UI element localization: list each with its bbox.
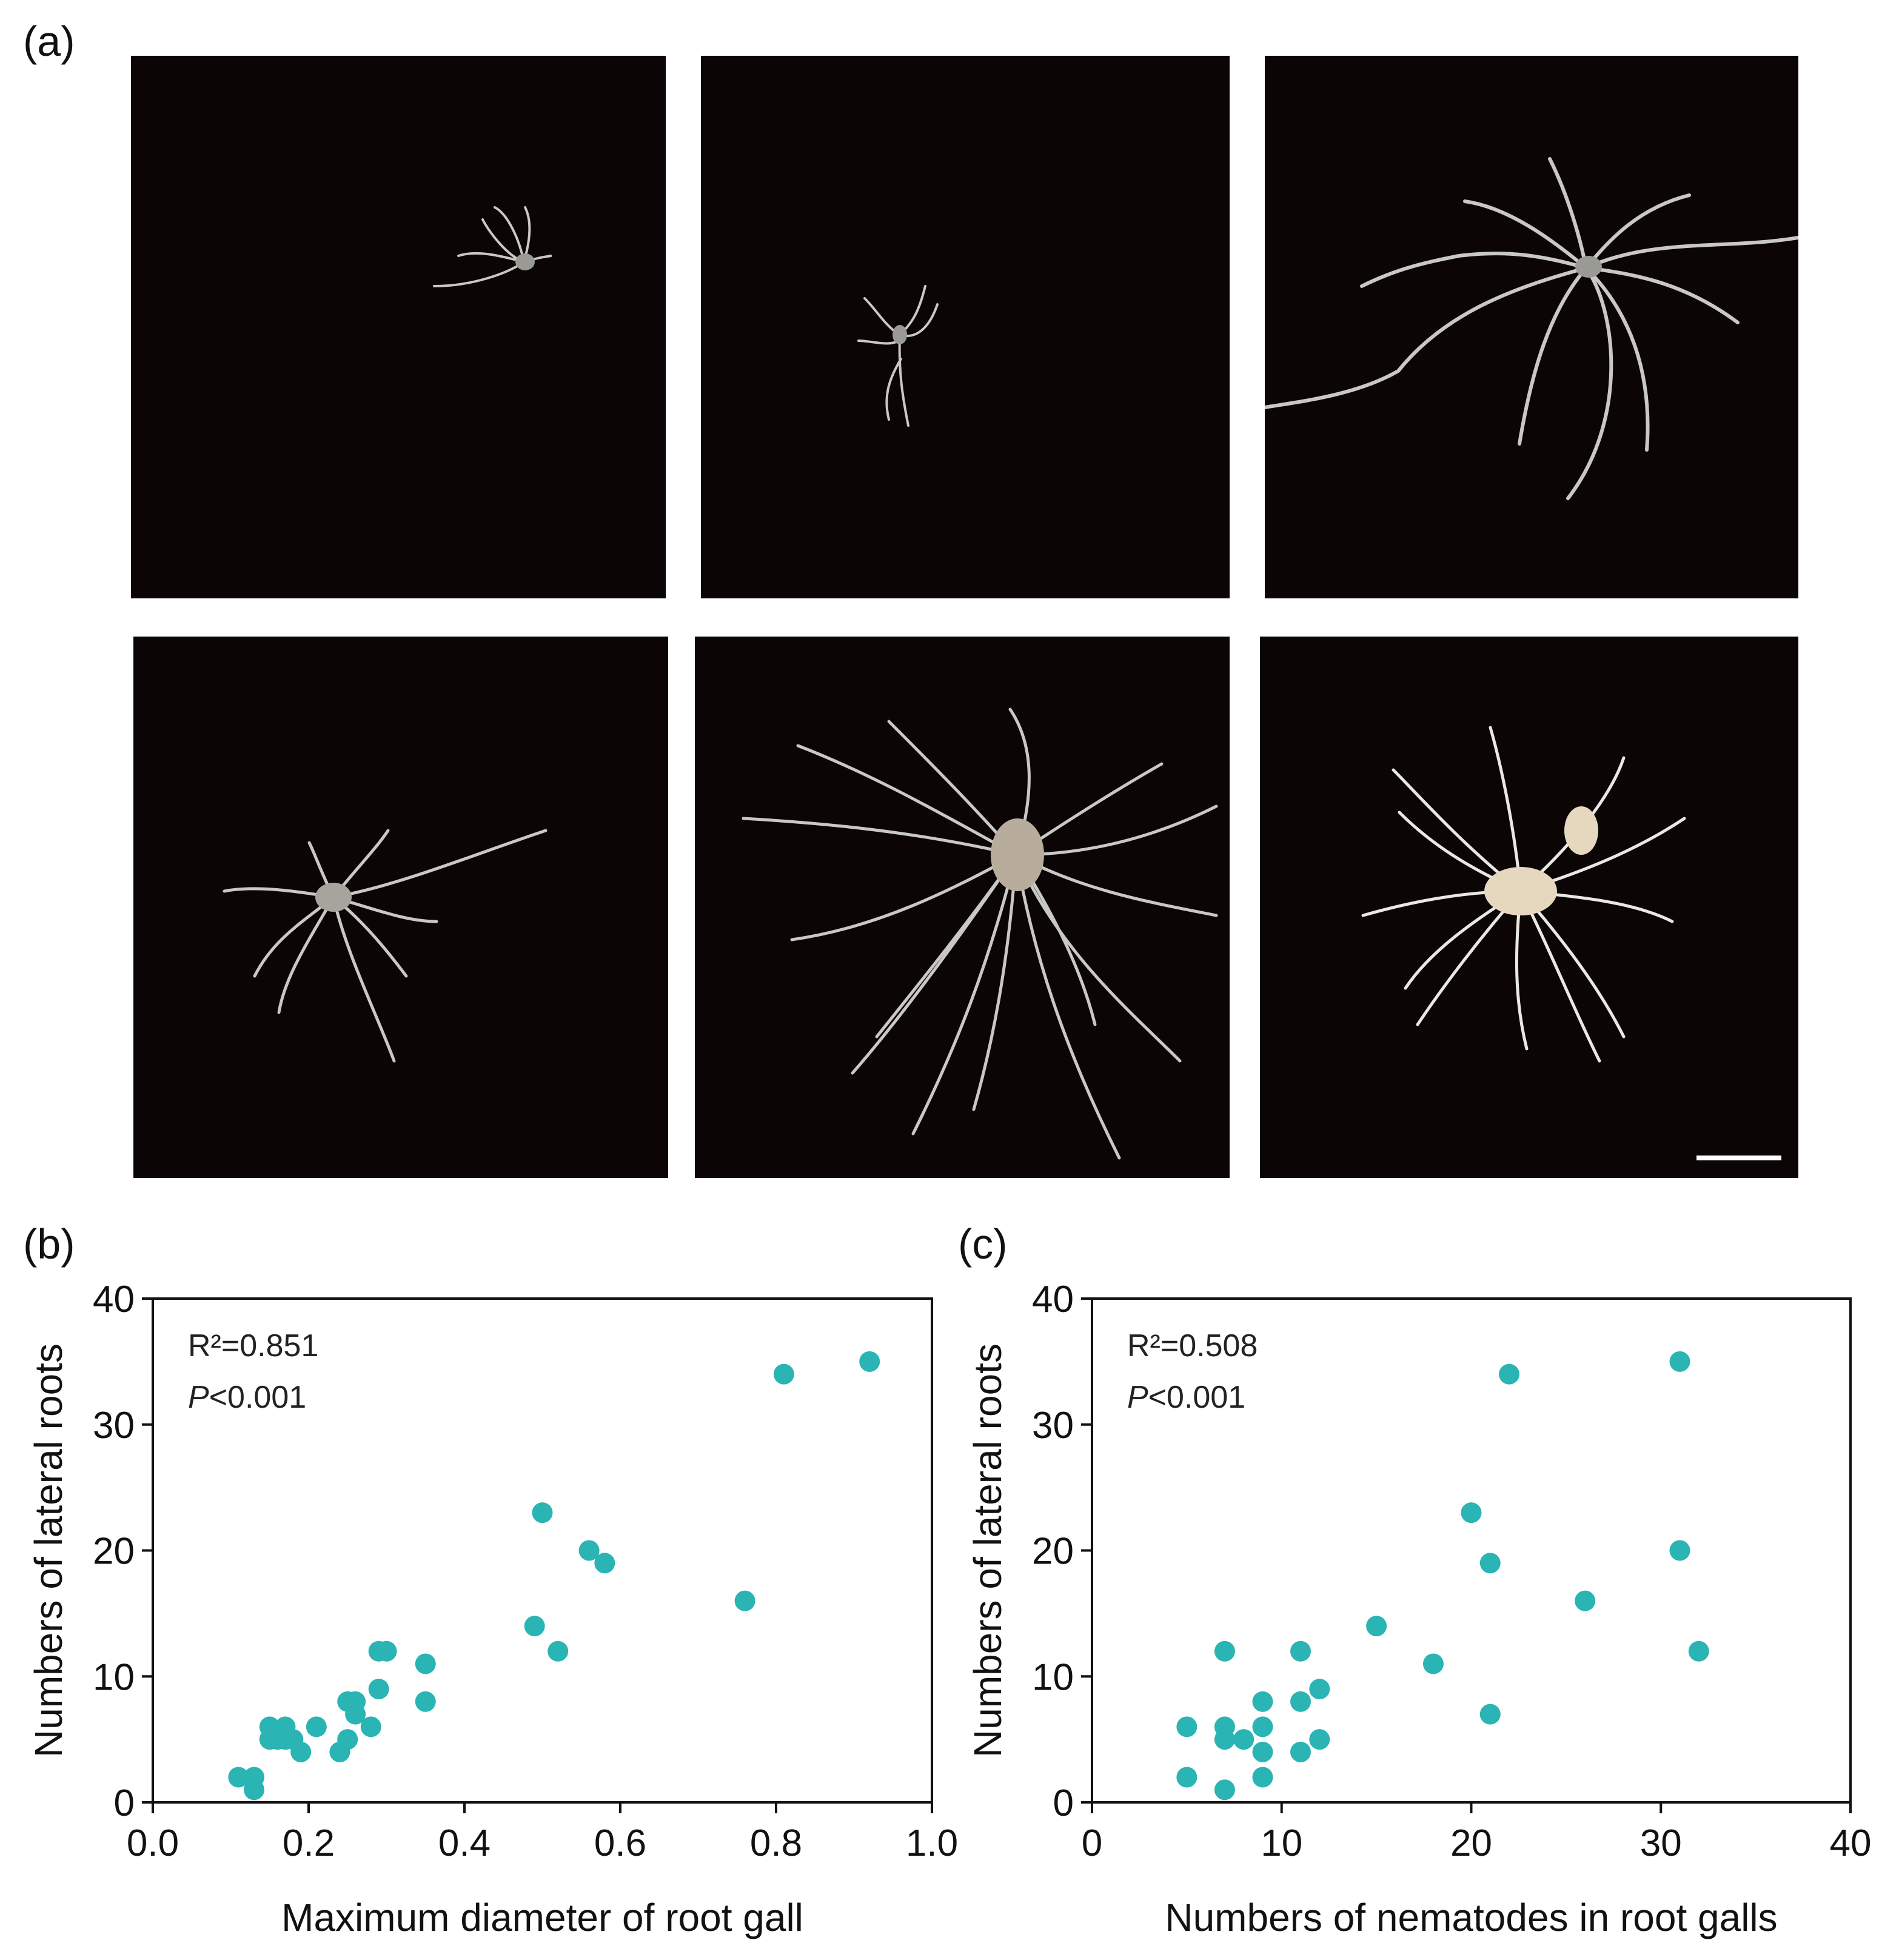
x-tick-label: 30 — [1640, 1822, 1682, 1864]
root-illustration — [1265, 157, 1798, 500]
scatter-point — [1176, 1767, 1197, 1788]
y-tick-label: 40 — [93, 1279, 135, 1320]
scatter-point — [415, 1653, 436, 1674]
root-photo-5 — [695, 637, 1230, 1178]
scatter-point — [524, 1616, 545, 1637]
scatter-point — [1479, 1704, 1501, 1725]
y-tick-label: 30 — [93, 1405, 135, 1447]
y-tick-label: 20 — [93, 1531, 135, 1573]
scatter-point — [1214, 1641, 1235, 1662]
scatter-point — [1669, 1540, 1690, 1561]
panel-label-b: (b) — [23, 1220, 75, 1268]
p-value-annotation: P<0.001 — [1127, 1380, 1245, 1415]
x-tick-label: 0.8 — [750, 1822, 802, 1864]
scatter-point — [548, 1641, 569, 1662]
scatter-point — [368, 1679, 389, 1700]
root-illustration — [857, 285, 939, 427]
p-value-symbol: P — [1127, 1380, 1148, 1415]
y-tick-label: 10 — [93, 1656, 135, 1698]
scatter-point — [594, 1553, 615, 1574]
scatter-point — [1252, 1691, 1273, 1712]
panel-label-c: (c) — [958, 1220, 1008, 1268]
y-tick-label: 40 — [1032, 1279, 1074, 1320]
p-value-symbol: P — [188, 1380, 209, 1415]
y-tick-label: 30 — [1032, 1405, 1074, 1447]
root-photo-6 — [1260, 637, 1798, 1178]
chart-c: 0 10 20 30 40 0 10 20 30 40 Numbers of nematodes i… — [966, 1279, 1871, 1939]
x-tick-label: 0.6 — [594, 1822, 646, 1864]
scatter-point — [337, 1729, 358, 1750]
y-tick-label: 20 — [1032, 1531, 1074, 1573]
scatter-point — [1214, 1729, 1235, 1750]
scatter-point — [1479, 1553, 1501, 1574]
root-photo-2 — [701, 56, 1230, 598]
scatter-point — [1309, 1679, 1330, 1700]
y-tick-label: 0 — [114, 1782, 135, 1824]
scatter-point — [306, 1716, 327, 1738]
scatter-point — [1214, 1779, 1235, 1801]
root-photo-4 — [133, 637, 668, 1178]
scatter-point — [1575, 1590, 1596, 1611]
scatter-point — [1688, 1641, 1709, 1662]
scatter-point — [1499, 1363, 1520, 1385]
x-tick-label: 0.4 — [438, 1822, 491, 1864]
scatter-point — [734, 1590, 755, 1611]
r-squared-annotation: R²=0.508 — [1127, 1328, 1258, 1363]
scatter-point — [345, 1704, 366, 1725]
p-value-text: <0.001 — [209, 1380, 307, 1415]
p-value-text: <0.001 — [1148, 1380, 1246, 1415]
x-axis-label: Numbers of nematodes in root galls — [1165, 1896, 1777, 1939]
scatter-point — [360, 1716, 381, 1738]
scatter-point — [1290, 1691, 1311, 1712]
scatter-point — [1366, 1616, 1387, 1637]
scatter-point — [1252, 1741, 1273, 1762]
panel-label-a: (a) — [23, 18, 75, 65]
root-illustration — [433, 206, 552, 287]
root-illustration — [1361, 726, 1781, 1160]
x-tick-label: 0.2 — [283, 1822, 335, 1864]
scatter-point — [376, 1641, 397, 1662]
x-tick-label: 1.0 — [906, 1822, 958, 1864]
p-value-annotation: P<0.001 — [188, 1380, 306, 1415]
scatter-point — [532, 1502, 553, 1524]
x-axis-label: Maximum diameter of root gall — [281, 1896, 803, 1939]
x-tick-label: 20 — [1450, 1822, 1492, 1864]
scatter-point — [1252, 1767, 1273, 1788]
r-squared-annotation: R²=0.851 — [188, 1328, 318, 1363]
root-photo-1 — [131, 56, 666, 598]
y-axis-label: Numbers of lateral roots — [966, 1343, 1010, 1758]
x-tick-label: 0 — [1082, 1822, 1102, 1864]
x-tick-label: 10 — [1261, 1822, 1302, 1864]
scatter-point — [1252, 1716, 1273, 1738]
scatter-point — [415, 1691, 436, 1712]
scatter-point — [1461, 1502, 1482, 1524]
x-tick-label: 0.0 — [127, 1822, 179, 1864]
chart-b: 0.0 0.2 0.4 0.6 0.8 1.0 0 10 20 30 40 Maximum diame… — [27, 1279, 958, 1939]
scatter-point — [859, 1351, 880, 1372]
y-tick-label: 10 — [1032, 1656, 1074, 1698]
scatter-point — [1309, 1729, 1330, 1750]
scatter-point — [290, 1741, 312, 1762]
x-tick-label: 40 — [1830, 1822, 1872, 1864]
scatter-point — [244, 1779, 265, 1801]
root-illustration — [223, 829, 548, 1063]
root-photo-3 — [1265, 56, 1798, 598]
scatter-point — [1669, 1351, 1690, 1372]
scatter-point — [773, 1363, 794, 1385]
scatter-point — [1290, 1741, 1311, 1762]
scatter-point — [1422, 1653, 1444, 1674]
scatter-point — [228, 1767, 249, 1788]
plot-frame — [1091, 1297, 1852, 1804]
y-axis-label: Numbers of lateral roots — [27, 1343, 70, 1758]
scatter-point — [1233, 1729, 1254, 1750]
scatter-point — [1290, 1641, 1311, 1662]
y-tick-label: 0 — [1053, 1782, 1074, 1824]
scatter-point — [1176, 1716, 1197, 1738]
root-illustration — [742, 707, 1218, 1160]
scatter-point — [578, 1540, 600, 1561]
